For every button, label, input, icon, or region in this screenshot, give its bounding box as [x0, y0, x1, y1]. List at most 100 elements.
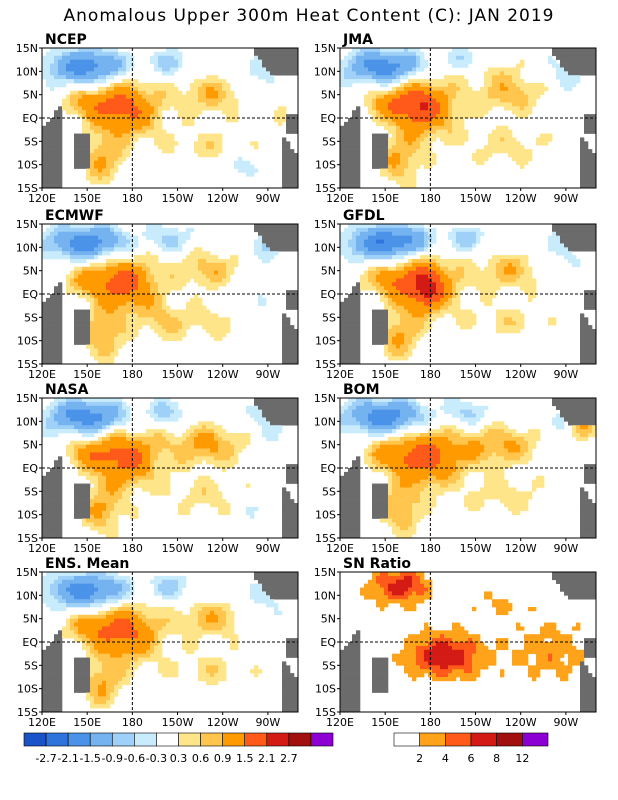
- field-cell: [94, 106, 99, 111]
- field-cell: [536, 141, 541, 146]
- field-cell: [114, 262, 119, 268]
- field-cell: [512, 282, 517, 287]
- field-cell: [158, 114, 163, 119]
- field-cell: [194, 149, 199, 154]
- field-cell: [194, 247, 199, 252]
- field-cell: [58, 176, 63, 181]
- field-cell: [568, 51, 573, 57]
- field-cell: [158, 102, 163, 107]
- field-cell: [372, 255, 377, 260]
- field-cell: [592, 290, 597, 295]
- field-cell: [456, 270, 461, 275]
- field-cell: [142, 266, 147, 271]
- field-cell: [348, 141, 353, 146]
- field-cell: [126, 83, 131, 88]
- field-cell: [78, 63, 83, 68]
- field-cell: [182, 121, 187, 127]
- field-cell: [114, 98, 119, 103]
- field-cell: [496, 329, 501, 334]
- field-cell: [388, 352, 393, 357]
- field-cell: [290, 71, 295, 76]
- field-cell: [90, 153, 95, 158]
- field-cell: [592, 168, 597, 173]
- field-cell: [412, 262, 417, 268]
- field-cell: [290, 51, 295, 57]
- field-cell: [42, 153, 47, 158]
- field-cell: [400, 164, 405, 169]
- field-cell: [226, 278, 231, 283]
- field-cell: [356, 356, 361, 361]
- field-cell: [356, 235, 361, 240]
- field-cell: [516, 63, 521, 68]
- field-cell: [580, 227, 585, 233]
- field-cell: [198, 247, 203, 252]
- field-cell: [214, 98, 219, 103]
- field-cell: [428, 160, 433, 165]
- field-cell: [528, 153, 533, 158]
- field-cell: [460, 266, 465, 271]
- field-cell: [456, 110, 461, 115]
- field-cell: [432, 301, 437, 306]
- field-cell: [114, 309, 119, 314]
- field-cell: [576, 48, 581, 53]
- field-cell: [134, 125, 139, 130]
- field-cell: [488, 266, 493, 271]
- field-cell: [496, 321, 501, 326]
- field-cell: [408, 348, 413, 353]
- field-cell: [170, 401, 175, 407]
- field-cell: [472, 110, 477, 115]
- field-cell: [278, 121, 283, 127]
- field-cell: [376, 270, 381, 275]
- field-cell: [54, 224, 59, 229]
- field-cell: [186, 255, 191, 260]
- field-cell: [356, 340, 361, 345]
- field-cell: [516, 255, 521, 260]
- field-cell: [516, 86, 521, 92]
- field-cell: [58, 290, 63, 295]
- field-cell: [512, 309, 517, 314]
- field-cell: [174, 51, 179, 57]
- field-cell: [352, 63, 357, 68]
- field-cell: [70, 63, 75, 68]
- field-cell: [162, 71, 167, 76]
- field-cell: [396, 110, 401, 115]
- field-cell: [340, 149, 345, 154]
- field-cell: [42, 332, 47, 338]
- field-cell: [396, 168, 401, 173]
- field-cell: [82, 129, 87, 134]
- field-cell: [142, 133, 147, 138]
- field-cell: [432, 305, 437, 310]
- field-cell: [114, 329, 119, 334]
- field-cell: [106, 344, 111, 349]
- field-cell: [416, 259, 421, 264]
- field-cell: [190, 270, 195, 275]
- field-cell: [512, 106, 517, 111]
- field-cell: [492, 79, 497, 84]
- field-cell: [150, 262, 155, 268]
- field-cell: [190, 251, 195, 256]
- field-cell: [348, 79, 353, 84]
- field-cell: [54, 51, 59, 57]
- field-cell: [106, 102, 111, 107]
- field-cell: [102, 336, 107, 341]
- field-cell: [424, 227, 429, 233]
- field-cell: [576, 262, 581, 268]
- field-cell: [98, 321, 103, 326]
- field-cell: [468, 262, 473, 268]
- field-cell: [122, 59, 127, 64]
- field-cell: [150, 286, 155, 291]
- field-cell: [134, 114, 139, 119]
- field-cell: [54, 227, 59, 233]
- field-cell: [344, 247, 349, 252]
- field-cell: [408, 48, 413, 53]
- field-cell: [572, 83, 577, 88]
- field-cell: [344, 133, 349, 138]
- field-cell: [396, 344, 401, 349]
- field-cell: [448, 282, 453, 287]
- field-cell: [110, 360, 115, 365]
- field-cell: [94, 141, 99, 146]
- field-cell: [278, 67, 283, 72]
- field-cell: [592, 129, 597, 134]
- field-cell: [54, 305, 59, 310]
- field-cell: [46, 405, 51, 410]
